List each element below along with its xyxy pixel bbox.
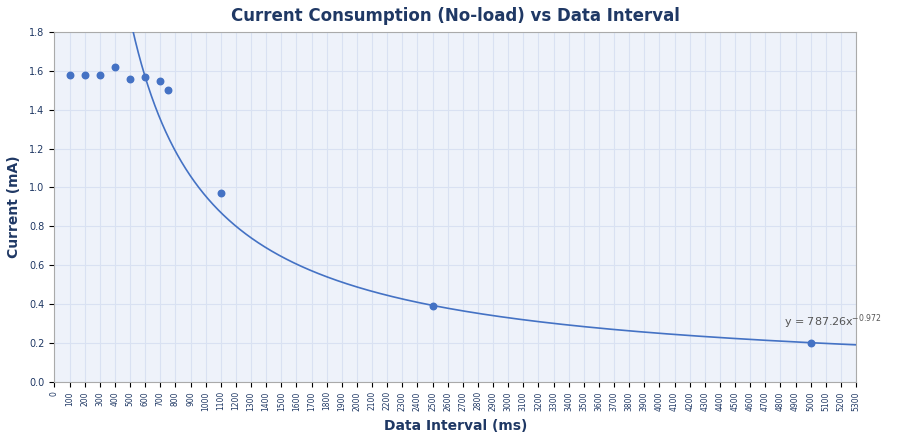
Point xyxy=(426,302,440,309)
Point xyxy=(153,77,167,84)
Point xyxy=(92,71,107,78)
Y-axis label: Current (mA): Current (mA) xyxy=(7,155,21,258)
Point xyxy=(804,339,818,346)
Point xyxy=(138,73,153,80)
Point xyxy=(123,75,137,82)
Point xyxy=(77,71,92,78)
X-axis label: Data Interval (ms): Data Interval (ms) xyxy=(383,419,527,433)
Title: Current Consumption (No-load) vs Data Interval: Current Consumption (No-load) vs Data In… xyxy=(231,7,680,25)
Point xyxy=(62,71,76,78)
Text: y = 787.26x$^{-0.972}$: y = 787.26x$^{-0.972}$ xyxy=(783,312,882,330)
Point xyxy=(161,87,175,94)
Point xyxy=(214,190,228,197)
Point xyxy=(108,63,122,70)
